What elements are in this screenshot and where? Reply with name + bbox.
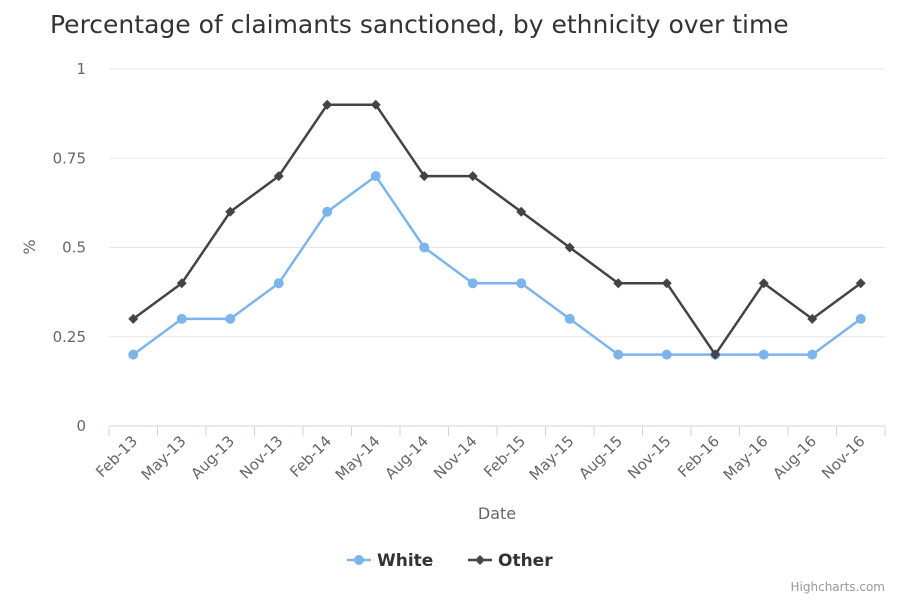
data-point[interactable] bbox=[758, 349, 769, 360]
series-white bbox=[128, 171, 866, 360]
data-point[interactable] bbox=[176, 313, 187, 324]
series-layer bbox=[128, 99, 866, 360]
data-point[interactable] bbox=[419, 171, 430, 182]
series-line bbox=[132, 174, 862, 356]
y-tick-label: 0.5 bbox=[62, 239, 86, 257]
data-point[interactable] bbox=[225, 313, 236, 324]
data-point[interactable] bbox=[322, 206, 333, 217]
x-tick-label: Aug-15 bbox=[575, 432, 626, 483]
x-tick-label: Feb-14 bbox=[286, 432, 335, 481]
x-tick-label: May-14 bbox=[332, 432, 384, 484]
data-point[interactable] bbox=[564, 242, 575, 253]
series-other bbox=[128, 99, 866, 360]
x-tick-label: Aug-14 bbox=[381, 432, 432, 483]
x-tick-label: Feb-13 bbox=[92, 432, 141, 481]
legend-marker[interactable] bbox=[475, 555, 485, 565]
x-tick-label: Nov-13 bbox=[236, 432, 286, 482]
data-point[interactable] bbox=[516, 278, 527, 289]
series-line bbox=[132, 103, 862, 356]
data-point[interactable] bbox=[128, 349, 139, 360]
x-tick-label: Nov-14 bbox=[430, 432, 480, 482]
data-point[interactable] bbox=[710, 349, 721, 360]
data-point[interactable] bbox=[370, 99, 381, 110]
y-axis-title: % bbox=[20, 239, 39, 254]
data-point[interactable] bbox=[273, 278, 284, 289]
x-tick-label: Nov-16 bbox=[818, 432, 868, 482]
data-point[interactable] bbox=[467, 278, 478, 289]
x-tick-label: Aug-13 bbox=[187, 432, 238, 483]
x-tick-label: Nov-15 bbox=[624, 432, 674, 482]
y-tick-label: 1 bbox=[76, 60, 86, 78]
data-point[interactable] bbox=[661, 278, 672, 289]
data-point[interactable] bbox=[613, 349, 624, 360]
x-tick-label: Feb-15 bbox=[480, 432, 529, 481]
x-tick-label: May-13 bbox=[138, 432, 190, 484]
data-point[interactable] bbox=[613, 278, 624, 289]
legend-label: Other bbox=[498, 551, 553, 571]
data-point[interactable] bbox=[322, 99, 333, 110]
gridlines bbox=[109, 68, 885, 338]
legend-marker[interactable] bbox=[354, 555, 364, 565]
data-point[interactable] bbox=[855, 278, 866, 289]
data-point[interactable] bbox=[467, 171, 478, 182]
legend-label: White bbox=[377, 551, 433, 571]
data-point[interactable] bbox=[370, 171, 381, 182]
data-point[interactable] bbox=[807, 349, 818, 360]
legend[interactable]: White Other bbox=[347, 551, 553, 571]
data-point[interactable] bbox=[661, 349, 672, 360]
data-point[interactable] bbox=[273, 171, 284, 182]
data-point[interactable] bbox=[419, 242, 430, 253]
data-point[interactable] bbox=[564, 313, 575, 324]
data-point[interactable] bbox=[128, 313, 139, 324]
x-tick-label: Feb-16 bbox=[674, 432, 723, 481]
x-axis-title: Date bbox=[478, 504, 516, 523]
x-tick-label: May-16 bbox=[720, 432, 772, 484]
data-point[interactable] bbox=[516, 206, 527, 217]
chart-title: Percentage of claimants sanctioned, by e… bbox=[50, 10, 789, 39]
y-tick-label: 0.75 bbox=[53, 149, 86, 167]
data-point[interactable] bbox=[807, 313, 818, 324]
data-point[interactable] bbox=[225, 206, 236, 217]
legend-item-other[interactable]: Other bbox=[468, 551, 553, 571]
x-tick-label: May-15 bbox=[526, 432, 578, 484]
data-point[interactable] bbox=[176, 278, 187, 289]
data-point[interactable] bbox=[758, 278, 769, 289]
y-tick-label: 0 bbox=[76, 417, 86, 435]
legend-item-white[interactable]: White bbox=[347, 551, 433, 571]
x-tick-label: Aug-16 bbox=[769, 432, 820, 483]
y-tick-label: 0.25 bbox=[53, 328, 86, 346]
data-point[interactable] bbox=[855, 313, 866, 324]
credits-link[interactable]: Highcharts.com bbox=[790, 580, 885, 594]
